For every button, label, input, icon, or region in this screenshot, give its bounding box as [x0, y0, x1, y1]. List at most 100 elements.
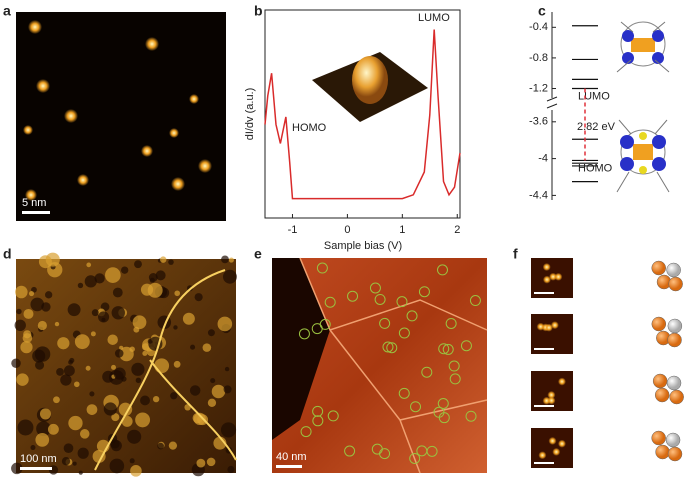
panel-label: a [3, 3, 11, 19]
terrace [111, 364, 116, 370]
terrace [190, 344, 196, 350]
terrace [60, 374, 72, 386]
marked-molecules [298, 262, 481, 464]
gap-label: 2.82 eV [577, 121, 616, 133]
terrace [39, 408, 52, 420]
marker-circle [437, 397, 449, 409]
scale-bar-label: 5 nm [22, 197, 46, 209]
terrace [91, 309, 99, 317]
terrace [173, 360, 181, 368]
terrace [103, 402, 117, 416]
terrace [74, 334, 90, 350]
atom [667, 446, 683, 462]
terrace [16, 308, 22, 315]
terrace [210, 378, 216, 384]
terrace [56, 368, 64, 376]
terrace [47, 423, 59, 435]
spot [538, 451, 547, 460]
atom [651, 316, 667, 332]
spot [550, 321, 559, 330]
plot-frame [264, 9, 461, 219]
terrace [45, 291, 53, 299]
scale-bar [22, 211, 50, 214]
y-axis-label: dI/dv (a.u.) [244, 88, 256, 141]
marker-circle [398, 387, 410, 399]
terrace [38, 255, 52, 269]
spot [557, 439, 566, 448]
terrace [61, 457, 71, 466]
terrace [72, 461, 77, 466]
terrace [15, 285, 28, 299]
spot [548, 436, 557, 445]
panel-label: b [254, 3, 263, 19]
axis-break [546, 96, 558, 109]
spot [547, 396, 556, 405]
substrate-region [272, 258, 330, 440]
panel-label: f [513, 246, 518, 262]
marker-circle [347, 290, 359, 302]
marker-circle [409, 452, 421, 464]
terrace [17, 419, 34, 436]
spectrum-chart: dI/dv (a.u.) Sample bias (V) HOMO LUMO -… [244, 9, 461, 252]
terrace [74, 381, 80, 388]
terrace [206, 457, 216, 467]
terrace [152, 395, 160, 403]
terrace [140, 395, 150, 406]
annotation: HOMO [292, 122, 327, 134]
marker-circle [445, 317, 457, 329]
terrace [84, 275, 97, 288]
marker-circle [469, 295, 481, 307]
terrace [92, 449, 106, 463]
terrace [130, 465, 142, 477]
spot [542, 275, 551, 284]
scale-bar [534, 348, 554, 350]
marker-circle [311, 323, 323, 335]
terrace [131, 362, 145, 376]
terrace [168, 441, 178, 450]
annotation: LUMO [418, 12, 450, 24]
terrace [78, 470, 83, 475]
marker-circle [379, 448, 391, 460]
terrace [30, 445, 36, 451]
atom [651, 430, 666, 446]
marker-circle [396, 296, 408, 308]
atom [666, 262, 681, 278]
terrace [227, 465, 235, 474]
marker-circle [344, 445, 356, 457]
terrace [207, 329, 215, 337]
atom [666, 375, 682, 391]
marker-circle [374, 293, 386, 305]
scale-bar [276, 465, 302, 468]
panel-label: c [538, 3, 546, 19]
terrace [168, 259, 174, 265]
spot [552, 447, 561, 456]
y-tick-label: -1.2 [529, 82, 548, 94]
scale-bar-label: 40 nm [276, 451, 307, 463]
spectrum-line [264, 29, 461, 200]
terrace [37, 320, 47, 331]
spot [547, 390, 556, 399]
scale-bar [534, 405, 554, 407]
terrace [157, 442, 164, 450]
scale-bar [534, 462, 554, 464]
terrace [224, 366, 230, 372]
terrace [220, 422, 237, 438]
terrace [28, 290, 35, 297]
molecule-orientations [531, 258, 684, 468]
terrace [107, 334, 118, 345]
terrace [113, 367, 126, 380]
terrace [170, 392, 178, 400]
marker-circle [379, 317, 391, 329]
terrace [111, 413, 120, 422]
terrace [118, 402, 133, 417]
x-tick-label: 2 [454, 224, 460, 236]
atom [667, 332, 682, 348]
terrace [68, 359, 73, 365]
marker-circle [327, 410, 339, 422]
x-tick-label: -1 [288, 224, 298, 236]
x-tick-label: 1 [399, 224, 405, 236]
level-label: HOMO [578, 162, 613, 174]
terrace [68, 415, 83, 431]
terrace [142, 350, 148, 356]
atom [665, 432, 681, 448]
